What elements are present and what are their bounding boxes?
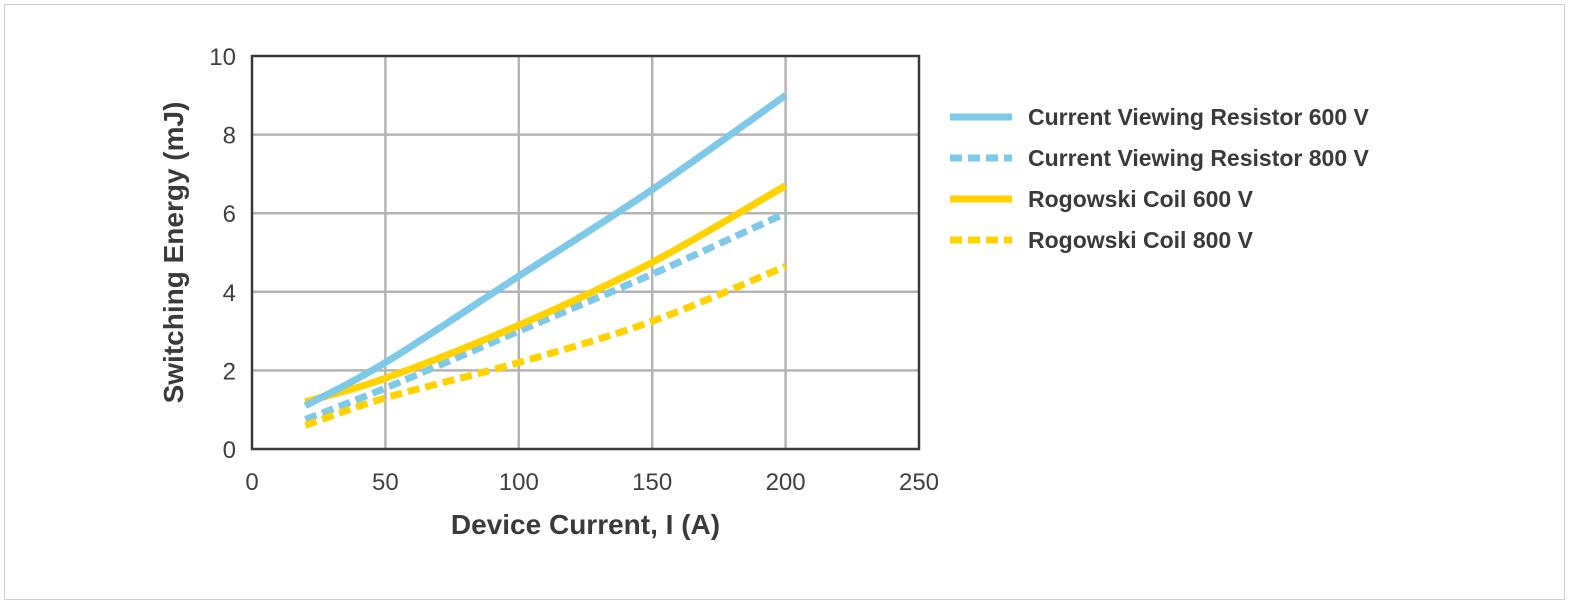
series-line-0 xyxy=(303,92,788,409)
tick-labels: 0 50 100 150 200 250 0 2 4 6 8 10 xyxy=(209,44,939,496)
x-tick-label: 100 xyxy=(499,469,539,496)
x-tick-label: 50 xyxy=(372,469,399,496)
legend-label-0: Current Viewing Resistor 600 V xyxy=(1028,104,1370,130)
x-tick-label: 200 xyxy=(766,469,806,496)
series-line-1 xyxy=(304,210,788,423)
plot-border xyxy=(250,54,921,451)
series-lines xyxy=(303,92,788,429)
series-line-3 xyxy=(304,263,787,429)
y-tick-label: 8 xyxy=(223,123,236,150)
legend-label-1: Current Viewing Resistor 800 V xyxy=(1028,145,1370,171)
legend-label-3: Rogowski Coil 800 V xyxy=(1028,227,1254,253)
legend: Current Viewing Resistor 600 V Current Vi… xyxy=(950,104,1370,253)
y-axis-title: Switching Energy (mJ) xyxy=(158,102,189,404)
y-tick-label: 10 xyxy=(209,44,236,71)
legend-label-2: Rogowski Coil 600 V xyxy=(1028,186,1254,212)
y-tick-label: 2 xyxy=(223,358,236,385)
y-tick-label: 6 xyxy=(223,201,236,228)
x-axis-title: Device Current, I (A) xyxy=(451,509,720,540)
x-tick-label: 0 xyxy=(245,469,258,496)
y-tick-label: 0 xyxy=(223,437,236,464)
x-tick-label: 250 xyxy=(899,469,939,496)
y-tick-label: 4 xyxy=(223,280,236,307)
x-tick-label: 150 xyxy=(632,469,672,496)
series-line-2 xyxy=(304,182,788,406)
